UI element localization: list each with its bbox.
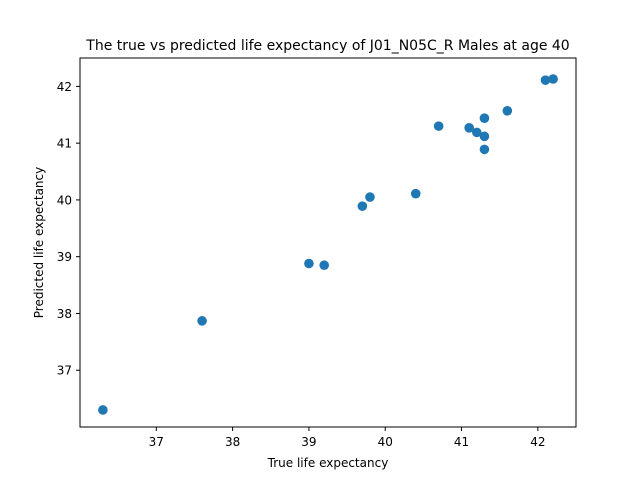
data-point-7: [433, 121, 444, 131]
x-tick-label-2: 39: [301, 435, 316, 449]
chart-title: The true vs predicted life expectancy of…: [85, 38, 569, 54]
x-ticks: 37 38 39 40 41 42: [149, 427, 545, 449]
y-axis-label: Predicted life expectancy: [32, 167, 46, 318]
data-point-13: [502, 105, 513, 116]
data-point-1: [197, 316, 207, 326]
y-ticks: 37 38 39 40 41 42: [57, 80, 80, 378]
data-point-0: [98, 405, 108, 415]
y-tick-label-2: 39: [57, 250, 72, 264]
x-tick-label-1: 38: [225, 435, 240, 449]
y-tick-label-3: 40: [57, 193, 72, 207]
y-tick-label-0: 37: [57, 364, 72, 378]
plot-frame: [79, 57, 577, 428]
data-point-3: [319, 260, 329, 271]
data-point-9: [472, 127, 482, 138]
data-point-11: [479, 131, 490, 142]
y-tick-label-5: 42: [57, 80, 72, 94]
data-point-14: [540, 75, 551, 85]
x-tick-label-4: 41: [454, 435, 469, 449]
data-point-5: [365, 192, 375, 202]
data-point-8: [464, 123, 474, 133]
data-point-12: [479, 144, 490, 155]
y-tick-label-4: 41: [57, 137, 72, 151]
x-tick-label-0: 37: [149, 435, 164, 449]
data-point-15: [548, 74, 558, 84]
data-point-2: [304, 258, 314, 269]
x-tick-label-3: 40: [378, 435, 393, 449]
data-point-10: [479, 113, 490, 123]
data-point-6: [410, 188, 421, 199]
y-tick-label-1: 38: [57, 307, 72, 321]
x-tick-label-5: 42: [530, 435, 545, 449]
x-axis-label: True life expectancy: [267, 456, 389, 470]
data-point-4: [357, 201, 368, 211]
points-layer: [98, 74, 558, 415]
